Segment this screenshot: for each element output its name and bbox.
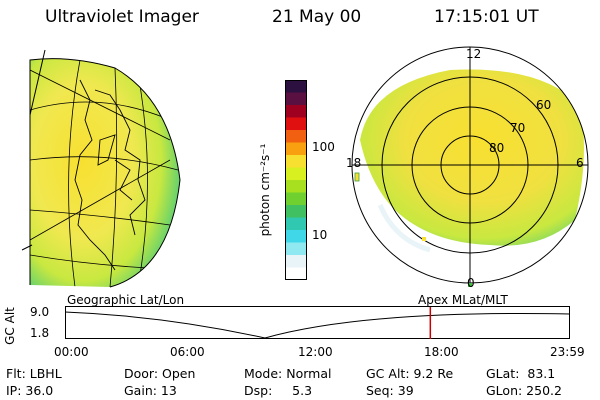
colorbar-tick-100: 100: [312, 140, 335, 154]
time-label: 17:15:01 UT: [434, 7, 539, 27]
colorbar-segment: [285, 130, 307, 143]
colorbar-segment: [285, 142, 307, 156]
colorbar-segment: [285, 205, 307, 218]
colorbar-segment: [285, 117, 307, 131]
colorbar-tick-10: 10: [312, 228, 328, 242]
polar-label-0: 0: [467, 276, 475, 290]
timeline-tick-3: 18:00: [424, 345, 459, 359]
glon-field: GLon: 250.2: [486, 383, 562, 398]
colorbar-segment: [285, 155, 307, 168]
timeline-tick-0: 00:00: [54, 345, 89, 359]
polar-image: [351, 46, 589, 287]
timeline-axis-label: GC Alt: [3, 307, 17, 345]
seq-field: Seq: 39: [366, 383, 414, 398]
colorbar-segment: [285, 217, 307, 231]
timeline-plot: [65, 306, 571, 339]
mode-field: Mode: Normal: [244, 366, 332, 381]
date-label: 21 May 00: [272, 7, 362, 27]
timeline-ymin: 1.8: [30, 326, 50, 340]
polar-label-6: 6: [576, 156, 584, 170]
dsp-field: Dsp: 5.3: [244, 383, 313, 398]
colorbar-segment: [285, 267, 307, 280]
globe-limb: [29, 58, 181, 288]
aurora-glow: [30, 58, 180, 287]
colorbar-segment: [285, 180, 307, 193]
polar-label-80: 80: [489, 141, 505, 155]
polar-label-12: 12: [466, 47, 482, 61]
geographic-image: [21, 49, 181, 288]
geographic-title: Geographic Lat/Lon: [67, 293, 185, 307]
colorbar-segment: [285, 80, 307, 93]
colorbar-segment: [285, 192, 307, 206]
timeline-tick-1: 06:00: [170, 345, 205, 359]
door-field: Door: Open: [124, 366, 196, 381]
ip-field: IP: 36.0: [6, 383, 54, 398]
colorbar-segment: [285, 105, 307, 118]
polar-label-60: 60: [536, 98, 552, 112]
auroral-oval: [360, 69, 584, 246]
colorbar-segment: [285, 255, 307, 268]
colorbar-segment: [285, 92, 307, 106]
polar-label-70: 70: [510, 121, 526, 135]
colorbar-segment: [285, 230, 307, 243]
apex-title: Apex MLat/MLT: [418, 293, 508, 307]
timeline-frame: [65, 306, 570, 339]
glat-field: GLat: 83.1: [486, 366, 556, 381]
gain-field: Gain: 13: [124, 383, 177, 398]
timeline-tick-4: 23:59: [550, 345, 585, 359]
colorbar-segment: [285, 167, 307, 181]
flt-field: Flt: LBHL: [6, 366, 62, 381]
polar-label-18: 18: [346, 156, 362, 170]
altitude-curve: [65, 311, 571, 339]
gcalt-field: GC Alt: 9.2 Re: [366, 366, 454, 381]
colorbar-unit-label: photon cm⁻²s⁻¹: [258, 143, 272, 237]
coastlines: [74, 79, 146, 271]
colorbar: [285, 80, 307, 280]
instrument-title: Ultraviolet Imager: [45, 7, 199, 27]
timeline-tick-2: 12:00: [298, 345, 333, 359]
colorbar-segment: [285, 242, 307, 256]
timeline-ymax: 9.0: [30, 305, 50, 319]
lat-lon-grid: [30, 59, 179, 287]
polar-grid: [351, 46, 589, 284]
